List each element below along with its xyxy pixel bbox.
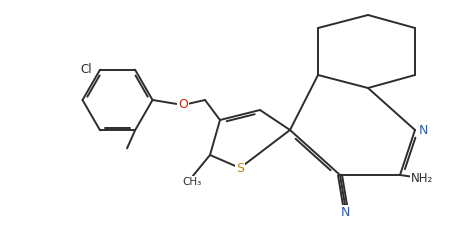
Text: S: S xyxy=(236,162,244,175)
Text: O: O xyxy=(178,99,188,112)
Text: N: N xyxy=(418,123,428,137)
Text: Cl: Cl xyxy=(80,63,92,76)
Text: NH₂: NH₂ xyxy=(411,171,433,185)
Text: N: N xyxy=(340,206,350,219)
Text: CH₃: CH₃ xyxy=(182,177,202,187)
